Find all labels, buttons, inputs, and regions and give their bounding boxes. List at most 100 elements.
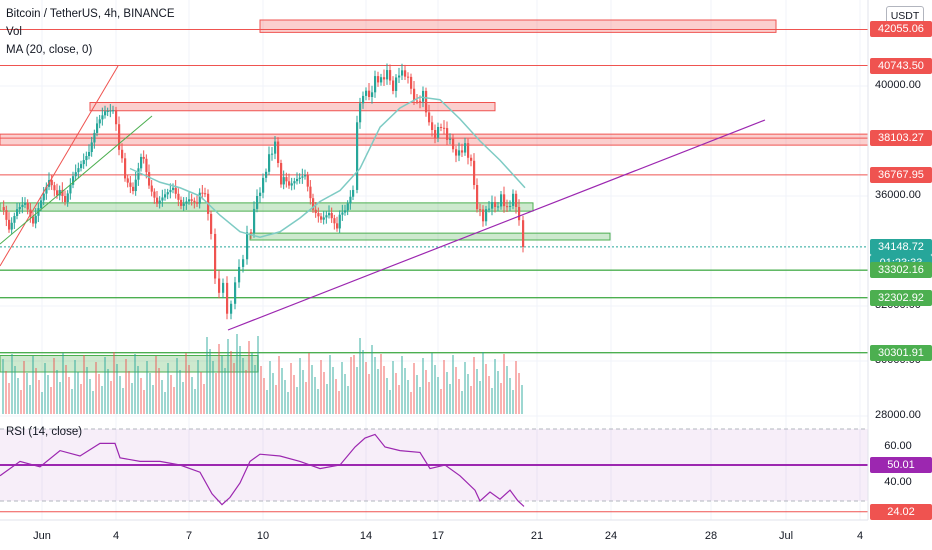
volume-bar xyxy=(149,373,151,414)
volume-bar xyxy=(401,356,403,414)
candle-body xyxy=(118,124,121,150)
candle-body xyxy=(132,186,135,192)
volume-bar xyxy=(23,361,25,414)
volume-bar xyxy=(92,391,94,414)
price-tag: 33302.16 xyxy=(870,262,932,279)
volume-bar xyxy=(29,385,31,414)
volume-bar xyxy=(83,355,85,414)
volume-bar xyxy=(128,371,130,414)
volume-bar xyxy=(2,359,4,414)
candle-body xyxy=(88,152,91,157)
volume-bar xyxy=(215,373,217,414)
volume-bar xyxy=(332,367,334,414)
volume-bar xyxy=(410,392,412,414)
candle-body xyxy=(341,212,344,215)
candle-body xyxy=(112,110,115,112)
candle-body xyxy=(166,192,169,195)
price-tag: 34148.72 xyxy=(870,238,932,255)
volume-bar xyxy=(188,365,190,414)
rsi-line xyxy=(0,433,525,507)
candle-body xyxy=(101,115,104,120)
candle-body xyxy=(42,193,45,201)
volume-bar xyxy=(338,391,340,414)
candle-body xyxy=(13,215,16,223)
volume-bar xyxy=(287,392,289,414)
volume-bar xyxy=(476,369,478,414)
candle-body xyxy=(306,175,309,187)
price-zone xyxy=(0,355,259,373)
candle-body xyxy=(383,77,386,80)
volume-bar xyxy=(41,392,43,414)
volume-bar xyxy=(503,354,505,414)
volume-legend: Vol xyxy=(6,26,22,38)
volume-bar xyxy=(509,378,511,414)
volume-bar xyxy=(86,367,88,414)
candle-body xyxy=(440,126,443,128)
candle-body xyxy=(82,160,85,165)
time-axis-label: 14 xyxy=(359,530,373,542)
volume-bar xyxy=(491,388,493,414)
candle-body xyxy=(268,154,271,172)
volume-bar xyxy=(431,353,433,414)
candle-body xyxy=(172,187,175,190)
candle-body xyxy=(437,126,440,138)
volume-bar xyxy=(365,362,367,414)
candle-body xyxy=(359,103,362,123)
candle-body xyxy=(56,190,59,196)
volume-bar xyxy=(386,378,388,414)
candle-body xyxy=(180,199,183,206)
volume-bar xyxy=(494,359,496,414)
candle-body xyxy=(285,177,288,182)
candle-body xyxy=(8,219,11,230)
time-axis-label: Jun xyxy=(33,530,51,542)
candle-body xyxy=(121,149,124,159)
volume-bar xyxy=(473,357,475,414)
volume-bar xyxy=(146,361,148,414)
candle-body xyxy=(509,205,512,207)
candle-body xyxy=(392,80,395,91)
candle-body xyxy=(333,218,336,224)
candle-body xyxy=(238,266,241,283)
candle-body xyxy=(277,141,280,163)
price-zone xyxy=(89,102,496,112)
volume-bar xyxy=(104,357,106,414)
volume-bar xyxy=(383,366,385,414)
volume-bar xyxy=(326,384,328,414)
candle-body xyxy=(485,209,488,222)
candle-body xyxy=(346,203,349,211)
volume-bar xyxy=(218,344,220,414)
volume-bar xyxy=(77,372,79,414)
volume-bar xyxy=(236,334,238,414)
candle-body xyxy=(250,232,253,234)
volume-bar xyxy=(164,392,166,414)
candle-body xyxy=(96,123,99,133)
candle-body xyxy=(188,199,191,202)
candle-body xyxy=(98,119,101,124)
rsi-panel xyxy=(0,428,868,513)
candle-body xyxy=(204,193,207,195)
volume-bar xyxy=(440,389,442,414)
volume-bar xyxy=(299,358,301,414)
volume-bar xyxy=(131,383,133,414)
volume-bar xyxy=(449,384,451,414)
volume-bar xyxy=(263,378,265,414)
volume-bar xyxy=(20,390,22,414)
volume-bar xyxy=(50,387,52,414)
volume-bar xyxy=(455,367,457,414)
candle-body xyxy=(104,111,107,116)
time-axis-label: 10 xyxy=(256,530,270,542)
volume-bar xyxy=(305,382,307,414)
volume-bar xyxy=(161,380,163,414)
volume-bar xyxy=(254,365,256,414)
candle-body xyxy=(404,70,407,77)
volume-bar xyxy=(95,362,97,414)
price-tag: 36767.95 xyxy=(870,166,932,183)
candle-body xyxy=(322,217,325,220)
volume-bar xyxy=(26,373,28,414)
volume-bar xyxy=(179,370,181,414)
price-tag: 42055.06 xyxy=(870,21,932,38)
candle-body xyxy=(24,202,27,205)
volume-bar xyxy=(8,383,10,414)
volume-bar xyxy=(227,339,229,414)
